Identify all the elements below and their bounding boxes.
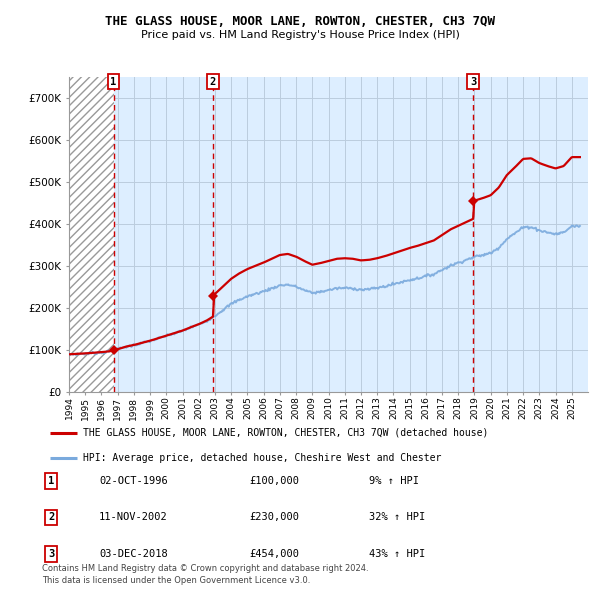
Text: 1: 1: [110, 77, 117, 87]
Text: 1: 1: [48, 476, 54, 486]
Text: 3: 3: [48, 549, 54, 559]
Text: 3: 3: [470, 77, 476, 87]
Text: £100,000: £100,000: [249, 476, 299, 486]
Text: This data is licensed under the Open Government Licence v3.0.: This data is licensed under the Open Gov…: [42, 576, 310, 585]
Text: Contains HM Land Registry data © Crown copyright and database right 2024.: Contains HM Land Registry data © Crown c…: [42, 565, 368, 573]
Text: 2: 2: [210, 77, 216, 87]
Text: 02-OCT-1996: 02-OCT-1996: [99, 476, 168, 486]
Text: THE GLASS HOUSE, MOOR LANE, ROWTON, CHESTER, CH3 7QW (detached house): THE GLASS HOUSE, MOOR LANE, ROWTON, CHES…: [83, 428, 488, 438]
Text: £454,000: £454,000: [249, 549, 299, 559]
Text: 32% ↑ HPI: 32% ↑ HPI: [369, 513, 425, 522]
Text: 43% ↑ HPI: 43% ↑ HPI: [369, 549, 425, 559]
Bar: [69, 77, 113, 392]
Text: THE GLASS HOUSE, MOOR LANE, ROWTON, CHESTER, CH3 7QW: THE GLASS HOUSE, MOOR LANE, ROWTON, CHES…: [105, 15, 495, 28]
Text: 9% ↑ HPI: 9% ↑ HPI: [369, 476, 419, 486]
Text: Price paid vs. HM Land Registry's House Price Index (HPI): Price paid vs. HM Land Registry's House …: [140, 30, 460, 40]
Text: 2: 2: [48, 513, 54, 522]
Text: HPI: Average price, detached house, Cheshire West and Chester: HPI: Average price, detached house, Ches…: [83, 453, 442, 463]
Text: £230,000: £230,000: [249, 513, 299, 522]
Text: 03-DEC-2018: 03-DEC-2018: [99, 549, 168, 559]
Text: 11-NOV-2002: 11-NOV-2002: [99, 513, 168, 522]
